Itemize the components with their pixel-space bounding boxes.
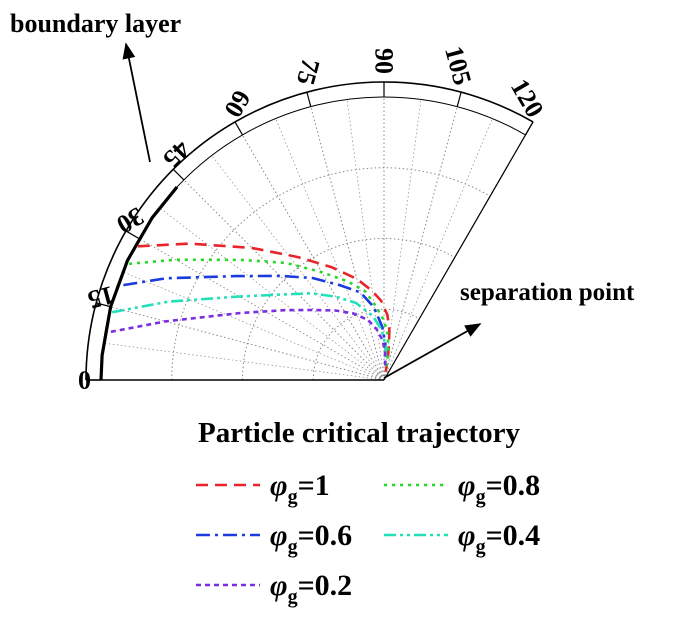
inner-arc — [100, 96, 526, 381]
grid-spoke — [211, 155, 385, 381]
angle-tick-label: 45 — [157, 135, 196, 174]
trajectory-series-0 — [137, 242, 391, 372]
boundary-layer-label: boundary layer — [10, 9, 181, 38]
legend-item: φg=0.4 — [384, 519, 540, 558]
angle-tick-label: 120 — [505, 74, 550, 122]
boundary-layer-arrow — [122, 42, 151, 163]
legend-label: φg=0.6 — [270, 519, 352, 558]
angle-tick — [306, 91, 312, 107]
angle-tick-label: 0 — [78, 366, 91, 395]
legend-title: Particle critical trajectory — [198, 417, 521, 449]
legend: Particle critical trajectory φg=1 φg=0.8 φ… — [196, 417, 540, 608]
legend-label: φg=0.4 — [458, 519, 540, 558]
grid-spoke — [383, 106, 458, 381]
boundary-layer-curve — [99, 185, 179, 381]
grid-spoke — [383, 99, 422, 381]
grid-spoke — [310, 106, 385, 381]
trajectory-series-2 — [123, 274, 388, 361]
separation-point-arrow — [383, 323, 482, 379]
polar-frame — [85, 81, 534, 381]
annotation-boundary-layer: boundary layer — [10, 9, 181, 163]
outer-arc — [85, 81, 534, 381]
separation-point-label: separation point — [460, 279, 635, 306]
grid-arc — [171, 167, 491, 381]
grid-spoke — [383, 118, 493, 381]
angle-tick — [95, 302, 111, 308]
grid-spoke — [122, 271, 385, 381]
polar-grid — [101, 97, 526, 381]
angle-tick — [456, 91, 462, 107]
grid-spoke — [275, 118, 385, 381]
legend-label: φg=1 — [270, 469, 330, 508]
angle-tick — [172, 168, 185, 181]
grid-spoke — [346, 99, 385, 381]
angle-tick — [234, 121, 244, 136]
legend-label: φg=0.8 — [458, 469, 540, 508]
legend-label: φg=0.2 — [270, 569, 352, 608]
angle-tick — [125, 230, 140, 240]
grid-spoke — [138, 238, 385, 381]
legend-item: φg=0.6 — [196, 519, 352, 558]
angle-tick-label: 60 — [218, 85, 256, 122]
end-radius — [383, 121, 534, 381]
grid-spoke — [183, 179, 385, 381]
trajectory-curves — [99, 185, 391, 381]
grid-arc — [242, 238, 455, 381]
grid-arc — [312, 308, 420, 381]
angle-tick — [524, 121, 534, 136]
grid-spoke — [242, 134, 385, 381]
grid-spoke — [103, 342, 385, 381]
angle-tick-label: 105 — [439, 43, 477, 88]
trajectory-series-3 — [111, 291, 388, 364]
legend-item: φg=0.8 — [384, 469, 540, 508]
legend-item: φg=1 — [196, 469, 330, 508]
legend-item: φg=0.2 — [196, 569, 352, 608]
grid-spoke — [110, 306, 385, 381]
angle-tick-label: 90 — [370, 48, 399, 74]
trajectory-series-4 — [110, 308, 387, 366]
annotation-separation-point: separation point — [383, 279, 635, 379]
angle-tick-label: 75 — [291, 56, 326, 89]
